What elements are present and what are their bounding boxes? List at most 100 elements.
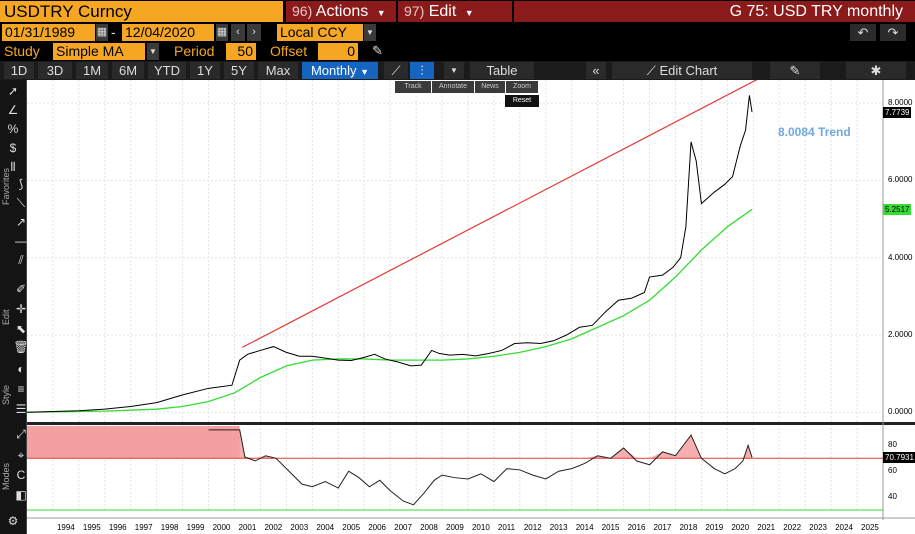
tool-sidebar: ➚ ∠ % $ ⫴ Favorites ⟆ ⟍ ↗ — ⫽ ✐ Edit ✛ ⬉… [0,80,29,534]
edit-pencil-icon[interactable]: ✎ [770,62,820,79]
collapse-icon[interactable]: « [586,62,606,79]
x-tick-label: 2021 [757,523,776,532]
last-price-tag: 7.7739 [883,107,912,119]
annotate-button[interactable]: Annotate [432,81,474,93]
x-tick-label: 2009 [446,523,464,532]
chevron-down-icon[interactable]: ▼ [444,62,464,79]
x-tick-label: 1997 [134,523,153,532]
actions-menu-number: 96) [292,3,313,19]
pencil-icon[interactable]: ✎ [372,43,383,58]
track-button[interactable]: Track [395,81,431,93]
chevron-down-icon: ▼ [464,8,474,18]
settings-gear-icon[interactable]: ⚙ [7,514,19,528]
range-button-1y[interactable]: 1Y [190,62,220,79]
study-select[interactable]: Simple MA [53,43,145,60]
x-tick-label: 2004 [316,523,335,532]
calendar-icon[interactable]: ▦ [216,24,228,41]
currency-select[interactable]: Local CCY [277,24,363,41]
rsi-early-fill [27,426,240,459]
zoom-button[interactable]: Zoom [506,81,538,93]
mode-d-icon[interactable]: ◧ [15,488,27,502]
palette-icon[interactable]: ◐ [17,362,25,376]
x-tick-label: 2019 [705,523,724,532]
move-icon[interactable]: ✛ [15,302,27,316]
candle-icon[interactable]: ⫴ [10,160,16,174]
study-bar: Study Simple MA ▼ Period 50 Offset 0 ✎ [0,42,915,61]
gear-icon[interactable]: ✱ [846,62,906,79]
trash-icon[interactable]: 🗑 [13,340,29,354]
x-tick-label: 2017 [653,523,672,532]
channel-icon[interactable]: ⫽ [18,253,24,267]
table-button[interactable]: Table [470,62,534,79]
draw-line-icon[interactable]: ∠ [7,103,19,117]
x-tick-label: 2006 [368,523,386,532]
range-button-1d[interactable]: 1D [4,62,34,79]
y-tick-label: 8.0000 [888,98,913,108]
x-tick-label: 2024 [835,523,853,532]
chevron-down-icon[interactable]: ▼ [147,43,159,60]
mode-c-icon[interactable]: C [16,468,26,482]
mode-a-icon[interactable]: ⌖ [17,448,25,462]
cursor-icon[interactable]: ➚ [7,84,19,98]
edit-chart-button[interactable]: ⟋ Edit Chart [612,62,752,79]
line-width-icon[interactable]: ☰ [15,402,27,416]
study-label: Study [4,43,40,59]
next-period-button[interactable]: › [247,24,261,41]
x-tick-label: 2005 [342,523,361,532]
rsi-overbought-fill [208,429,753,459]
brush-icon[interactable]: ✐ [15,282,27,296]
news-button[interactable]: News [475,81,505,93]
x-tick-label: 2007 [394,523,412,532]
hline-icon[interactable]: — [15,234,27,248]
date-separator: - [111,24,116,40]
offset-input[interactable]: 0 [318,43,358,60]
rsi-tick-label: 40 [888,492,897,502]
price-line [27,95,753,413]
price-chart-svg[interactable] [27,80,915,534]
zoom-mode-icon[interactable]: ⤢ [16,427,26,441]
redo-icon[interactable]: ↷ [880,24,906,41]
frequency-select[interactable]: Monthly ▼ [302,62,378,79]
edit-menu-label: Edit [428,3,457,20]
range-button-3d[interactable]: 3D [38,62,72,79]
range-button-max[interactable]: Max [258,62,298,79]
undo-icon[interactable]: ↶ [850,24,876,41]
dollar-icon[interactable]: $ [9,141,17,155]
line-style-icon[interactable]: ≡ [17,382,25,396]
moving-average-line [27,208,753,413]
chart-area[interactable]: Track Annotate News Zoom Reset 8.0084 Tr… [27,80,915,534]
chevron-down-icon[interactable]: ▼ [364,24,376,41]
reset-button[interactable]: Reset [505,95,539,107]
previous-period-button[interactable]: ‹ [231,24,245,41]
page-title: G 75: USD TRY monthly [514,1,915,22]
range-button-5y[interactable]: 5Y [224,62,254,79]
ray-icon[interactable]: ⟍ [16,196,26,210]
line-chart-icon[interactable]: ⟋ [384,62,408,79]
percent-icon[interactable]: % [7,122,19,136]
x-tick-label: 2011 [497,523,516,532]
modes-label: Modes [1,462,11,490]
x-tick-label: 2010 [471,523,490,532]
range-button-1m[interactable]: 1M [76,62,108,79]
x-tick-label: 1999 [186,523,205,532]
start-date-field[interactable]: 01/31/1989 [2,24,95,41]
trend-line [242,80,758,348]
x-tick-label: 2008 [420,523,438,532]
arrow-icon[interactable]: ↗ [15,215,27,229]
calendar-icon[interactable]: ▦ [96,24,108,41]
edit-menu-button[interactable]: 97) Edit ▼ [398,1,512,22]
edit-label: Edit [1,309,11,325]
period-label: Period [174,43,215,59]
y-tick-label: 6.0000 [888,175,913,185]
ticker-field[interactable]: USDTRY Curncy [0,1,283,22]
actions-menu-button[interactable]: 96) Actions ▼ [286,1,396,22]
bar-chart-icon[interactable]: ⫶ [410,62,434,79]
period-input[interactable]: 50 [226,43,256,60]
x-tick-label: 1998 [160,523,179,532]
end-date-field[interactable]: 12/04/2020 [122,24,214,41]
range-button-6m[interactable]: 6M [112,62,144,79]
offset-label: Offset [270,43,308,59]
select-icon[interactable]: ⬉ [15,322,27,336]
range-button-ytd[interactable]: YTD [148,62,186,79]
fib-icon[interactable]: ⟆ [18,177,24,191]
